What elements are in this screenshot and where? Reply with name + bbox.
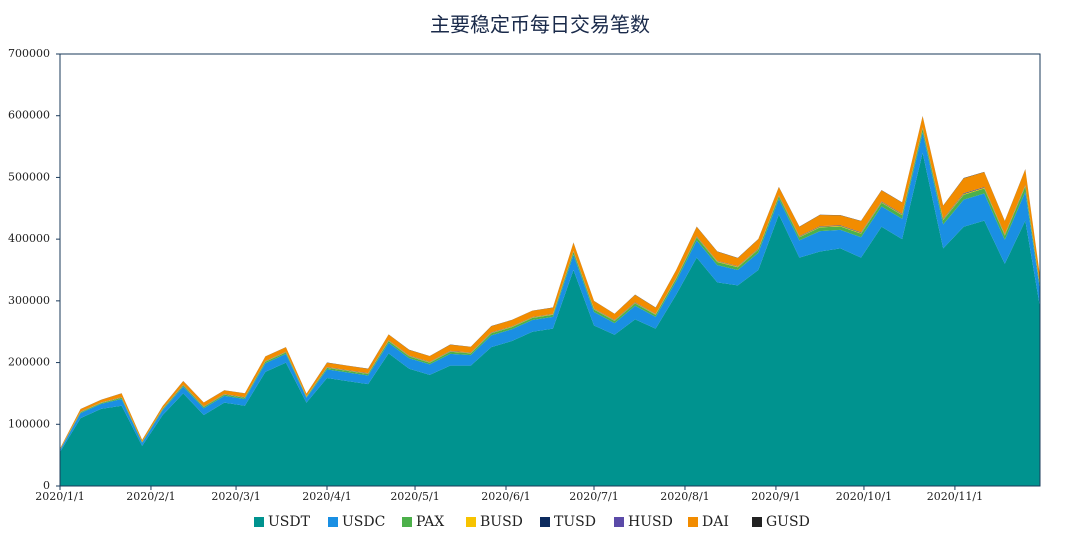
y-tick-label: 600000 bbox=[8, 109, 50, 122]
y-tick-label: 100000 bbox=[8, 417, 50, 430]
legend-text: GUSD bbox=[766, 514, 810, 530]
plot-area bbox=[60, 116, 1040, 486]
y-tick-label: 400000 bbox=[8, 232, 50, 245]
plot-frame bbox=[59, 53, 1041, 487]
legend-swatch bbox=[402, 517, 412, 527]
y-tick-label: 500000 bbox=[8, 170, 50, 183]
legend-text: USDC bbox=[342, 514, 385, 530]
legend-swatch bbox=[466, 517, 476, 527]
x-tick-label: 2020/1/1 bbox=[35, 490, 84, 503]
legend-text: USDT bbox=[268, 514, 311, 530]
legend-text: TUSD bbox=[554, 514, 596, 530]
x-tick-label: 2020/6/1 bbox=[481, 490, 530, 503]
area bbox=[60, 152, 1040, 486]
x-tick-label: 2020/5/1 bbox=[390, 490, 439, 503]
x-tick-label: 2020/4/1 bbox=[302, 490, 351, 503]
legend-text: HUSD bbox=[628, 514, 673, 530]
x-tick-label: 2020/11/1 bbox=[927, 490, 983, 503]
legend-swatch bbox=[752, 517, 762, 527]
legend-swatch bbox=[688, 517, 698, 527]
legend-swatch bbox=[614, 517, 624, 527]
x-tick-label: 2020/2/1 bbox=[126, 490, 175, 503]
legend-swatch bbox=[540, 517, 550, 527]
legend-text: PAX bbox=[416, 514, 444, 530]
y-tick-label: 200000 bbox=[8, 356, 50, 369]
y-tick-label: 0 bbox=[43, 479, 50, 492]
x-tick-label: 2020/8/1 bbox=[660, 490, 709, 503]
legend-text: DAI bbox=[702, 514, 729, 530]
area bbox=[60, 132, 1040, 453]
legend-swatch bbox=[328, 517, 338, 527]
y-tick-label: 700000 bbox=[8, 47, 50, 60]
y-tick-label: 300000 bbox=[8, 294, 50, 307]
x-tick-label: 2020/3/1 bbox=[211, 490, 260, 503]
chart-title: 主要稳定币每日交易笔数 bbox=[430, 13, 650, 37]
x-tick-label: 2020/10/1 bbox=[836, 490, 892, 503]
x-tick-label: 2020/9/1 bbox=[751, 490, 800, 503]
legend-swatch bbox=[254, 517, 264, 527]
x-tick-label: 2020/7/1 bbox=[569, 490, 618, 503]
legend-text: BUSD bbox=[480, 514, 523, 530]
